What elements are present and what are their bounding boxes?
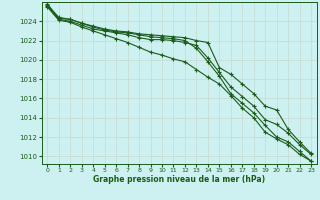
- X-axis label: Graphe pression niveau de la mer (hPa): Graphe pression niveau de la mer (hPa): [93, 175, 265, 184]
